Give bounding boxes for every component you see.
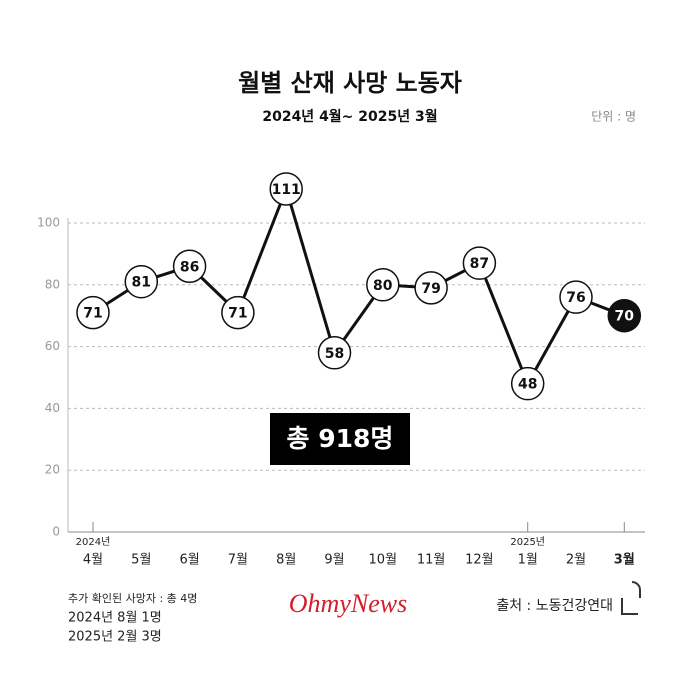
point [607,298,642,333]
y-tick-label: 60 [45,339,60,353]
data-label: 81 [132,275,151,291]
chart-title: 월별 산재 사망 노동자 [238,69,462,97]
point [510,366,545,401]
total-label: 총 918명 [287,424,394,453]
footnote: 추가 확인된 사망자 : 총 4명 [68,592,197,605]
data-label: 111 [272,182,301,198]
point [124,264,159,299]
data-label: 76 [566,290,585,306]
point [366,268,400,302]
year-label: 2025년 [510,536,545,548]
data-label: 58 [325,346,344,362]
x-tick-label: 7월 [228,553,248,568]
x-tick-label: 12월 [465,553,494,568]
x-tick-label: 4월 [83,553,103,568]
point [559,280,593,314]
x-tick-label: 11월 [417,553,446,568]
point [269,172,303,206]
plot: 0 20 40 60 80 100 4월 2024년 5월 6월 7월 8월 9월 10월 11월 12월 1월… [37,172,645,568]
x-tick-label: 3월 [614,552,635,568]
data-label: 80 [373,278,393,294]
point [172,249,207,284]
y-tick-label: 0 [52,525,60,539]
footnote: 2024년 8월 1명 [68,611,162,626]
source: 출처 : 노동건강연대 [496,598,613,614]
logo: OhmyNews [289,589,407,618]
data-label: 79 [421,281,440,297]
total-box [270,413,410,465]
point [221,295,255,330]
point [317,336,352,370]
y-tick-label: 80 [45,277,60,291]
year-label: 2024년 [76,536,111,548]
unit-label: 단위 : 명 [591,110,636,124]
data-label: 71 [83,306,102,322]
data-label: 71 [228,306,247,322]
data-label: 87 [470,256,489,272]
data-label: 70 [615,309,635,325]
point [76,295,110,330]
data-label: 48 [518,377,537,393]
y-tick-label: 40 [45,401,60,415]
point [414,271,448,305]
x-tick-label: 10월 [369,553,398,568]
source-icon [621,581,641,615]
line [92,187,625,386]
footnote: 2025년 2월 3명 [68,630,162,645]
x-tick-label: 8월 [276,553,296,568]
data-label: 86 [180,259,199,275]
y-tick-label: 100 [37,216,60,230]
x-tick-label: 9월 [324,553,344,568]
y-tick-label: 20 [45,463,60,477]
x-tick-label: 2월 [566,553,586,568]
x-tick-label: 1월 [518,553,538,568]
chart-subtitle: 2024년 4월~ 2025년 3월 [262,108,437,125]
x-tick-label: 6월 [179,553,199,568]
point [462,246,497,280]
x-tick-label: 5월 [131,553,151,568]
